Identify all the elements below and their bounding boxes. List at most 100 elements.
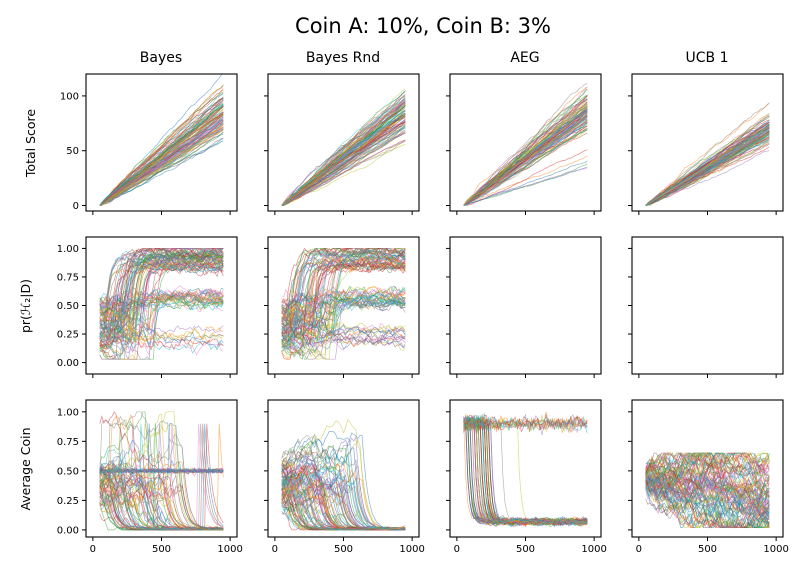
axes-frame xyxy=(449,73,602,212)
series-line xyxy=(99,296,224,330)
panel-grid: 0501000.000.250.500.751.000.000.250.500.… xyxy=(57,73,789,555)
series-line xyxy=(99,96,224,206)
series-line xyxy=(99,251,224,326)
panel-r2-aeg xyxy=(446,236,602,378)
series-line xyxy=(99,475,224,531)
y-tick-label: 0.25 xyxy=(57,496,79,507)
x-tick-label: 1000 xyxy=(399,544,424,555)
panel-r1-aeg xyxy=(446,73,602,215)
panel-r2-bayes: 0.00 0.25 0.50 0.75 1.00 xyxy=(57,236,238,378)
series-line xyxy=(99,122,224,206)
series-line xyxy=(99,103,224,206)
series-line xyxy=(99,252,224,317)
y-tick-label: 0.75 xyxy=(57,437,79,448)
axes-frame xyxy=(631,236,784,375)
series-line xyxy=(463,105,588,206)
series-line xyxy=(281,95,406,206)
series-line xyxy=(463,419,588,527)
series-line xyxy=(281,258,406,337)
series-group xyxy=(645,102,770,206)
x-tick-label: 0 xyxy=(90,544,96,555)
series-line xyxy=(281,294,406,349)
x-tick-label: 0 xyxy=(636,544,642,555)
panel-r3-aeg: 0 500 1000 xyxy=(446,399,607,555)
series-line xyxy=(645,455,770,503)
series-line xyxy=(645,121,770,206)
series-line xyxy=(645,452,770,501)
series-line xyxy=(463,87,588,206)
ylabel-posterior: pr(ℋ₂|D) xyxy=(18,279,33,333)
series-line xyxy=(281,484,406,531)
series-line xyxy=(645,475,770,516)
series-line xyxy=(463,413,588,434)
series-line xyxy=(645,455,770,528)
series-line xyxy=(281,125,406,206)
series-line xyxy=(99,467,224,476)
series-line xyxy=(281,304,406,351)
panel-r2-bayes-rnd xyxy=(264,236,420,378)
ylabel-total-score: Total Score xyxy=(23,109,38,178)
series-line xyxy=(281,292,406,323)
series-line xyxy=(281,419,406,531)
series-line xyxy=(463,160,588,206)
series-line xyxy=(645,452,770,486)
series-line xyxy=(645,142,770,206)
series-line xyxy=(281,477,406,531)
series-line xyxy=(463,155,588,206)
series-line xyxy=(99,113,224,206)
series-line xyxy=(463,416,588,433)
x-tick-label: 500 xyxy=(152,544,171,555)
series-line xyxy=(645,119,770,206)
y-tick-label: 0.75 xyxy=(57,272,79,283)
column-title-bayes-rnd: Bayes Rnd xyxy=(306,50,380,66)
x-tick-label: 500 xyxy=(698,544,717,555)
series-line xyxy=(99,112,224,206)
x-tick-label: 0 xyxy=(272,544,278,555)
series-line xyxy=(99,254,224,340)
panel-r3-ucb-1: 0 500 1000 xyxy=(628,399,789,555)
series-line xyxy=(645,481,770,529)
x-tick-label: 1000 xyxy=(217,544,242,555)
series-line xyxy=(281,259,406,350)
y-tick-label: 0.25 xyxy=(57,330,79,341)
series-line xyxy=(645,452,770,480)
x-tick-label: 500 xyxy=(516,544,535,555)
x-tick-label: 0 xyxy=(454,544,460,555)
panel-r1-ucb-1 xyxy=(628,73,784,215)
series-line xyxy=(281,140,406,206)
x-tick-label: 1000 xyxy=(581,544,606,555)
y-tick-label: 0.50 xyxy=(57,466,79,477)
y-tick-label: 0 xyxy=(73,201,79,212)
series-line xyxy=(463,99,588,206)
series-line xyxy=(281,259,406,360)
series-line xyxy=(645,452,770,501)
series-line xyxy=(281,132,406,206)
y-tick-label: 1.00 xyxy=(57,244,79,255)
series-line xyxy=(645,102,770,206)
series-line xyxy=(99,289,224,343)
series-line xyxy=(463,114,588,206)
series-line xyxy=(99,296,224,322)
series-line xyxy=(99,337,224,351)
series-line xyxy=(645,456,770,490)
series-line xyxy=(99,105,224,206)
y-tick-label: 100 xyxy=(60,91,79,102)
series-line xyxy=(99,288,224,345)
series-line xyxy=(99,99,224,206)
axes-frame xyxy=(449,236,602,375)
series-line xyxy=(645,451,770,528)
series-line xyxy=(645,451,770,512)
series-group xyxy=(645,451,770,529)
panel-r3-bayes-rnd: 0 500 1000 xyxy=(264,399,425,555)
series-line xyxy=(645,486,770,528)
y-tick-label: 0.00 xyxy=(57,358,79,369)
series-line xyxy=(99,248,224,323)
series-line xyxy=(281,247,406,335)
series-line xyxy=(281,329,406,348)
series-line xyxy=(463,420,588,527)
series-group xyxy=(281,88,406,206)
series-group xyxy=(281,419,406,531)
series-group xyxy=(281,247,406,360)
series-line xyxy=(281,127,406,206)
